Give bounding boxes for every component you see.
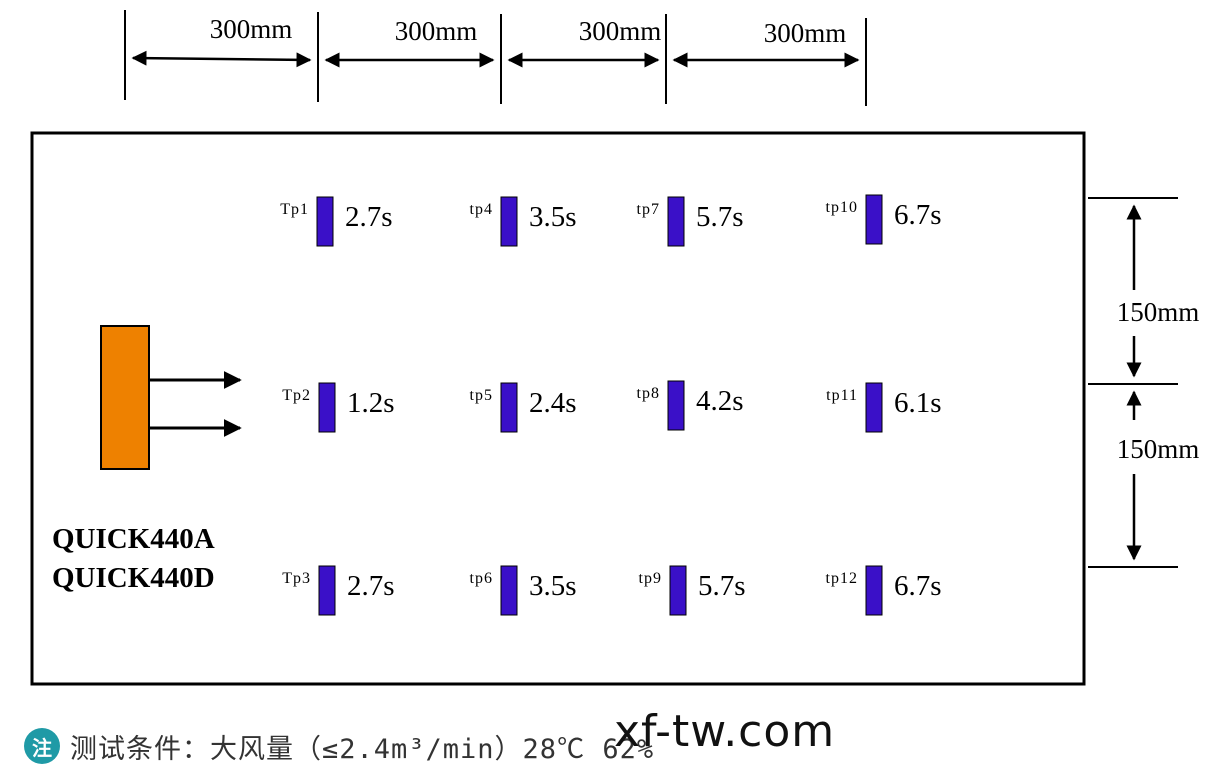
test-point-id: tp4 — [470, 201, 493, 218]
test-point-id: tp5 — [470, 387, 493, 404]
test-point-time: 6.7s — [894, 199, 942, 231]
note-badge: 注 — [24, 728, 60, 764]
test-point-tp1: Tp1 2.7s — [280, 196, 393, 247]
test-point-time: 6.1s — [894, 387, 942, 419]
test-point-time: 5.7s — [696, 201, 744, 233]
watermark-text: xf-tw.com — [614, 706, 836, 757]
test-conditions-text: 测试条件：大风量（≤2.4m³/min）28℃ 62% — [70, 733, 655, 765]
test-point-tp7: tp7 5.7s — [637, 196, 744, 247]
test-point-tp6: tp6 3.5s — [470, 565, 577, 616]
test-point-tp9: tp9 5.7s — [639, 565, 746, 616]
test-point-id: tp11 — [826, 387, 858, 404]
thermocouple-marker — [318, 565, 336, 616]
test-point-id: tp7 — [637, 201, 660, 218]
top-dimension-arrows — [131, 50, 860, 68]
test-point-id: tp8 — [637, 385, 660, 402]
device-block — [100, 325, 150, 470]
test-point-tp10: tp10 6.7s — [826, 194, 942, 245]
dimension-arrow — [131, 50, 312, 68]
device-model-label: QUICK440D — [52, 562, 215, 594]
test-point-time: 4.2s — [696, 385, 744, 417]
top-dimension-label: 300mm — [210, 14, 293, 44]
test-point-id: Tp3 — [282, 570, 311, 587]
test-point-id: tp6 — [470, 570, 493, 587]
thermocouple-marker — [500, 382, 518, 433]
thermocouple-marker — [667, 196, 685, 247]
side-dimension-label: 150mm — [1117, 297, 1200, 327]
top-dimension-label: 300mm — [764, 18, 847, 48]
test-point-tp4: tp4 3.5s — [470, 196, 577, 247]
test-point-time: 5.7s — [698, 570, 746, 602]
side-dimension-lines — [1088, 197, 1178, 568]
test-point-time: 6.7s — [894, 570, 942, 602]
test-point-time: 1.2s — [347, 387, 395, 419]
test-point-tp12: tp12 6.7s — [826, 565, 942, 616]
thermocouple-marker — [865, 565, 883, 616]
test-point-id: Tp1 — [280, 201, 309, 218]
test-point-time: 2.7s — [347, 570, 395, 602]
test-point-tp8: tp8 4.2s — [637, 380, 744, 431]
test-point-tp3: Tp3 2.7s — [282, 565, 395, 616]
test-point-grid: Tp1 2.7s tp4 3.5s tp7 5.7s tp10 6.7s Tp2 1.2s tp5 2… — [280, 194, 942, 616]
test-point-tp11: tp11 6.1s — [826, 382, 942, 433]
top-dimension-ticks — [124, 10, 867, 106]
thermocouple-marker — [865, 194, 883, 245]
device-model-label: QUICK440A — [52, 523, 215, 555]
test-point-id: tp12 — [826, 570, 858, 587]
thermocouple-marker — [669, 565, 687, 616]
test-point-time: 3.5s — [529, 570, 577, 602]
thermocouple-marker — [316, 196, 334, 247]
thermocouple-marker — [318, 382, 336, 433]
test-point-time: 2.7s — [345, 201, 393, 233]
test-point-id: tp10 — [826, 199, 858, 216]
test-point-tp5: tp5 2.4s — [470, 382, 577, 433]
test-point-time: 3.5s — [529, 201, 577, 233]
side-dimension-label: 150mm — [1117, 434, 1200, 464]
pcb-board-outline — [30, 131, 1086, 686]
thermocouple-marker — [667, 380, 685, 431]
top-dimension-label: 300mm — [579, 16, 662, 46]
test-point-id: Tp2 — [282, 387, 311, 404]
thermocouple-marker — [865, 382, 883, 433]
test-point-time: 2.4s — [529, 387, 577, 419]
thermocouple-marker — [500, 196, 518, 247]
thermocouple-marker — [500, 565, 518, 616]
test-point-tp2: Tp2 1.2s — [282, 382, 395, 433]
test-point-id: tp9 — [639, 570, 662, 587]
top-dimension-label: 300mm — [395, 16, 478, 46]
test-conditions-note: 注 测试条件：大风量（≤2.4m³/min）28℃ 62% — [24, 724, 654, 768]
